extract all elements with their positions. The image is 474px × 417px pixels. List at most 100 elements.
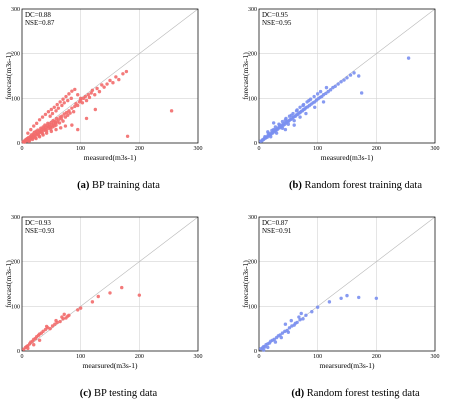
scatter-plot: 0 100 200 300 0 100 200 300 measured(m3s-1) forec… [4,7,203,162]
data-point [277,123,282,127]
data-point [29,127,33,132]
data-point [280,126,285,130]
data-point [120,285,124,290]
data-point [59,126,63,130]
data-point [43,112,48,117]
panel-letter: (c) [79,388,92,399]
data-point [273,125,278,129]
data-point [73,87,77,92]
data-point [304,313,308,317]
data-point [289,318,293,323]
data-point [137,293,142,297]
data-point [345,76,349,80]
data-point [64,110,69,115]
x-tick-label: 300 [431,146,440,152]
x-tick-label: 100 [76,354,85,360]
data-point [324,85,329,90]
y-axis-label: forecast(m3s-1) [4,260,13,308]
data-point [37,338,42,342]
data-point [62,312,66,317]
panel-caption-text: Random forest training data [301,180,422,191]
x-tick-label: 200 [372,146,381,152]
data-point [327,300,332,304]
data-point [273,340,278,344]
data-point [64,94,68,99]
data-point [289,113,293,118]
data-point [76,103,80,108]
data-point [90,300,95,304]
data-point [34,121,39,126]
data-point [272,337,276,342]
data-point [263,135,267,139]
data-point [60,315,64,319]
data-point [117,77,121,82]
y-tick-label: 200 [248,260,257,266]
data-point [345,293,349,298]
data-point [68,111,72,115]
data-point [261,348,266,352]
panel-letter: (d) [291,388,305,399]
data-point [93,107,98,112]
data-point [374,296,379,300]
diagonal-reference-line [21,8,199,144]
data-point [292,123,296,127]
data-point [57,121,62,125]
data-point [66,113,70,118]
data-point [69,96,73,101]
data-point [58,100,62,104]
chart-panel-a: 0 100 200 300 0 100 200 300 measured(m3s-1) forec… [0,0,237,191]
data-point [40,115,45,119]
data-point [73,104,77,109]
data-point [333,84,337,88]
data-point [54,127,58,132]
data-point [280,119,285,124]
data-point [83,94,88,99]
data-point [30,137,35,142]
y-axis-label: forecast(m3s-1) [4,52,13,100]
data-point [283,118,288,122]
panel-caption-text: BP testing data [91,388,158,399]
data-point [359,91,364,95]
chart-panel-b: 0 100 200 300 0 100 200 300 measured(m3s-1) forec… [237,0,474,191]
data-point [37,135,42,139]
x-tick-label: 100 [313,354,322,360]
data-point [49,107,54,112]
data-point [93,93,97,97]
x-tick-label: 300 [194,146,203,152]
data-point [298,105,302,109]
y-tick-label: 300 [11,215,20,221]
data-point [63,124,68,128]
data-point [78,96,83,101]
data-point [61,97,65,101]
data-point [312,94,316,99]
data-point [55,102,59,107]
data-point [292,118,296,123]
data-point [357,74,361,78]
y-tick-label: 200 [11,52,20,58]
data-point [286,122,291,126]
data-point [301,103,305,108]
chart-panel-c: 0 100 200 300 0 100 200 300 mearsured(m3s-1) fore… [0,208,237,399]
stat-annotation: NSE=0.95 [262,19,292,27]
data-point [108,78,112,83]
data-point [49,129,54,134]
data-point [32,343,36,347]
stat-annotation: NSE=0.87 [25,19,55,27]
data-point [271,127,276,132]
data-point [100,83,104,87]
data-point [95,86,99,91]
stat-annotation: DC=0.95 [262,11,288,19]
data-point [71,110,76,114]
data-point [97,89,102,94]
chart-panel-d: 0 100 200 300 0 100 200 300 mearsured(m3s-1) fore… [237,208,474,399]
stat-annotation: DC=0.93 [25,219,51,227]
data-point [274,131,279,135]
x-tick-label: 200 [135,146,144,152]
data-point [342,78,346,82]
data-point [52,105,56,109]
y-tick-label: 0 [254,349,257,355]
data-point [80,101,85,105]
data-point [53,322,57,326]
data-point [269,135,273,139]
x-tick-label: 100 [313,146,322,152]
